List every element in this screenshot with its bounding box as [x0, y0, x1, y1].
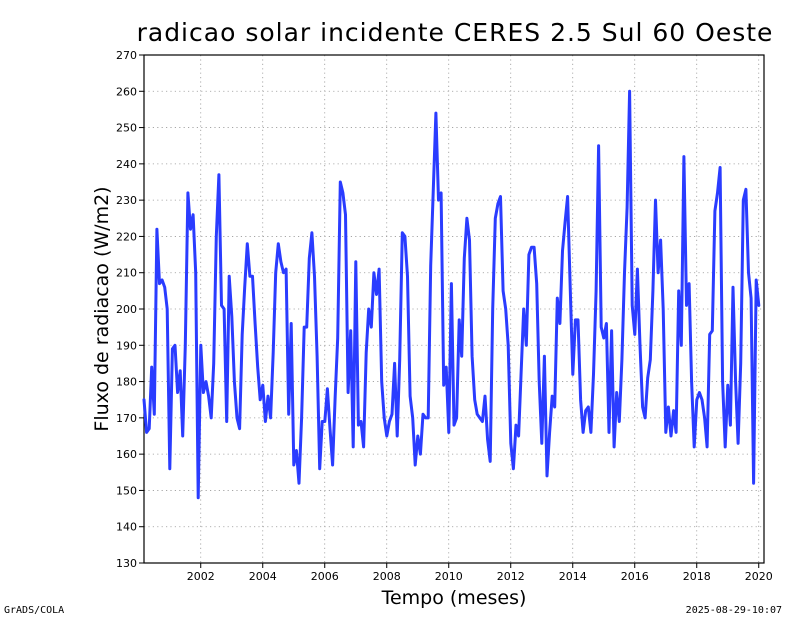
y-tick-label: 270: [116, 49, 137, 62]
x-axis-label: Tempo (meses): [381, 587, 527, 609]
x-tick-label: 2014: [559, 570, 587, 583]
x-tick-label: 2010: [435, 570, 463, 583]
y-tick-label: 230: [116, 194, 137, 207]
y-tick-label: 210: [116, 267, 137, 280]
y-tick-label: 180: [116, 376, 137, 389]
y-tick-label: 260: [116, 85, 137, 98]
x-tick-label: 2020: [745, 570, 773, 583]
y-tick-label: 160: [116, 448, 137, 461]
x-tick-label: 2016: [621, 570, 649, 583]
x-tick-label: 2008: [373, 570, 401, 583]
y-tick-label: 200: [116, 303, 137, 316]
series-line-radiacao: [142, 89, 761, 500]
x-tick-label: 2006: [311, 570, 339, 583]
data-series: [142, 89, 761, 500]
y-tick-label: 190: [116, 339, 137, 352]
footer-left: GrADS/COLA: [4, 605, 64, 616]
y-tick-label: 140: [116, 521, 137, 534]
chart-title: radicao solar incidente CERES 2.5 Sul 60…: [137, 18, 774, 47]
x-tick-label: 2002: [187, 570, 215, 583]
y-tick-label: 240: [116, 158, 137, 171]
y-tick-label: 220: [116, 230, 137, 243]
x-tick-label: 2018: [683, 570, 711, 583]
y-tick-label: 170: [116, 412, 137, 425]
footer-right: 2025-08-29-10:07: [686, 605, 782, 616]
x-tick-label: 2004: [249, 570, 277, 583]
grid-lines: [144, 55, 764, 563]
x-tick-label: 2012: [497, 570, 525, 583]
y-tick-label: 250: [116, 122, 137, 135]
y-tick-label: 150: [116, 484, 137, 497]
y-axis-label: Fluxo de radiacao (W/m2): [91, 186, 113, 431]
axis-ticks: 130 140 150 160 170 180 190 200 210 220 230 240 250 2…: [116, 49, 773, 583]
y-tick-label: 130: [116, 557, 137, 570]
